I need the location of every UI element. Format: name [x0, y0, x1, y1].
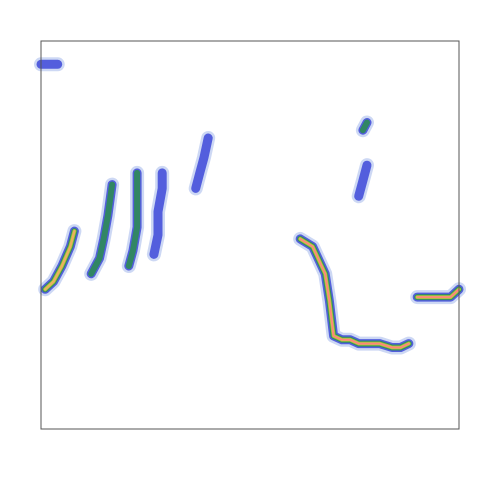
- heatmap-band-mid: [359, 119, 370, 134]
- heatmap-band-mid: [88, 181, 116, 277]
- heatmap-band-mid: [125, 169, 141, 269]
- heatmap-feature-2: [84, 177, 120, 281]
- heatmap-feature-5: [188, 131, 216, 196]
- plot-area: [34, 57, 466, 355]
- heatmap-band-low: [191, 133, 213, 193]
- plot-frame: [40, 40, 460, 430]
- heatmap-feature-4: [146, 165, 170, 262]
- heatmap-feature-8: [351, 158, 374, 204]
- heatmap-feature-1: [38, 224, 82, 297]
- heatmap-feature-3: [121, 165, 145, 273]
- heatmap-band-peak: [299, 238, 410, 349]
- heatmap-band-low: [354, 160, 372, 201]
- heatmap-feature-6: [293, 231, 416, 355]
- heatmap-band-low: [149, 168, 167, 259]
- heatmap-band-peak: [416, 288, 460, 298]
- heatmap-feature-7: [410, 282, 466, 305]
- heatmap-band-high: [43, 229, 76, 291]
- heatmap-feature-9: [355, 115, 374, 138]
